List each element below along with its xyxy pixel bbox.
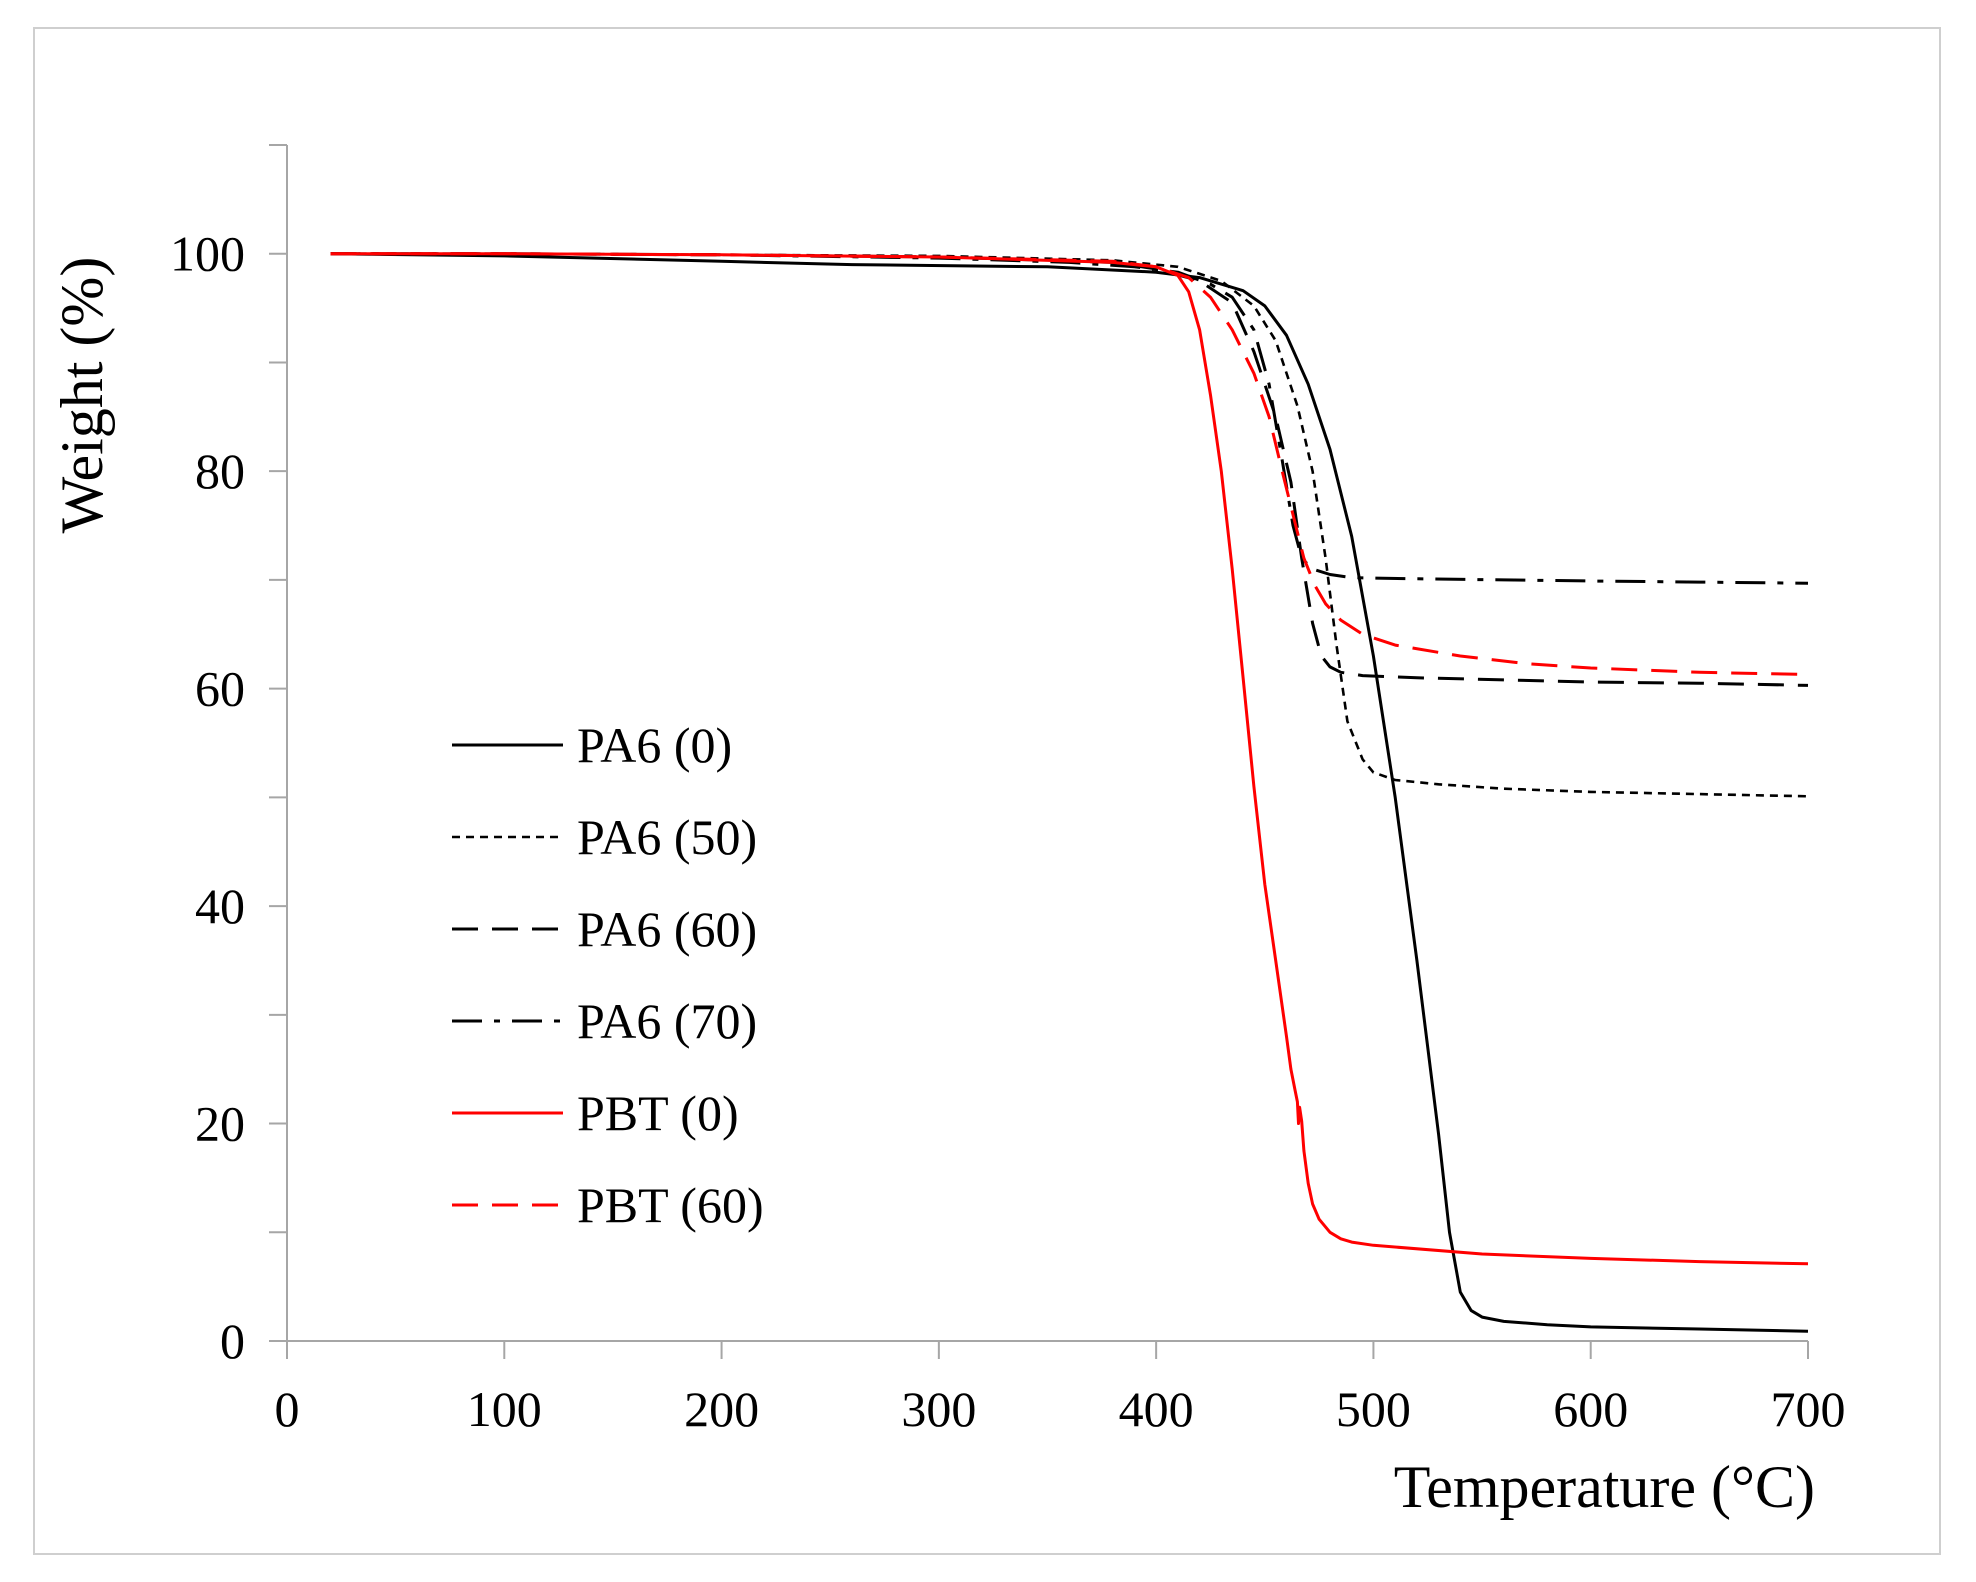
x-tick-label: 400 xyxy=(1119,1381,1194,1437)
y-tick-label: 0 xyxy=(220,1313,245,1369)
series-line-6 xyxy=(330,252,1809,676)
series-line-4 xyxy=(330,252,1809,585)
x-tick-label: 100 xyxy=(467,1381,542,1437)
y-tick-label: 40 xyxy=(195,878,245,934)
plot-area xyxy=(286,145,1808,1342)
y-tick-label: 100 xyxy=(170,226,245,282)
y-tick-label: 20 xyxy=(195,1096,245,1152)
legend: PA6 (0) PA6 (50) PA6 (60) PA6 (70) PBT (0) PB… xyxy=(452,717,764,1233)
x-tick-label: 500 xyxy=(1336,1381,1411,1437)
y-tick-label: 80 xyxy=(195,443,245,499)
figure-frame xyxy=(33,27,1941,1555)
legend-label-1: PA6 (0) xyxy=(577,717,732,773)
legend-label-2: PA6 (50) xyxy=(577,809,757,865)
series-line-1 xyxy=(330,252,1809,1333)
legend-label-4: PA6 (70) xyxy=(577,993,757,1049)
legend-label-5: PBT (0) xyxy=(577,1085,739,1141)
series-line-2 xyxy=(330,252,1809,798)
x-tick-label: 200 xyxy=(684,1381,759,1437)
x-tick-label: 700 xyxy=(1771,1381,1846,1437)
x-tick-label: 600 xyxy=(1553,1381,1628,1437)
series-layer xyxy=(330,252,1809,1333)
legend-label-3: PA6 (60) xyxy=(577,901,757,957)
axes: 0 20 40 60 80 100 0 100 200 300 400 500 600 700 xyxy=(170,144,1846,1437)
x-tick-label: 0 xyxy=(275,1381,300,1437)
y-axis-title: Weight (%) xyxy=(49,257,115,534)
y-tick-label: 60 xyxy=(195,661,245,717)
x-axis-title: Temperature (°C) xyxy=(1394,1454,1815,1520)
series-line-3 xyxy=(330,252,1809,687)
x-tick-label: 300 xyxy=(901,1381,976,1437)
legend-label-6: PBT (60) xyxy=(577,1177,764,1233)
